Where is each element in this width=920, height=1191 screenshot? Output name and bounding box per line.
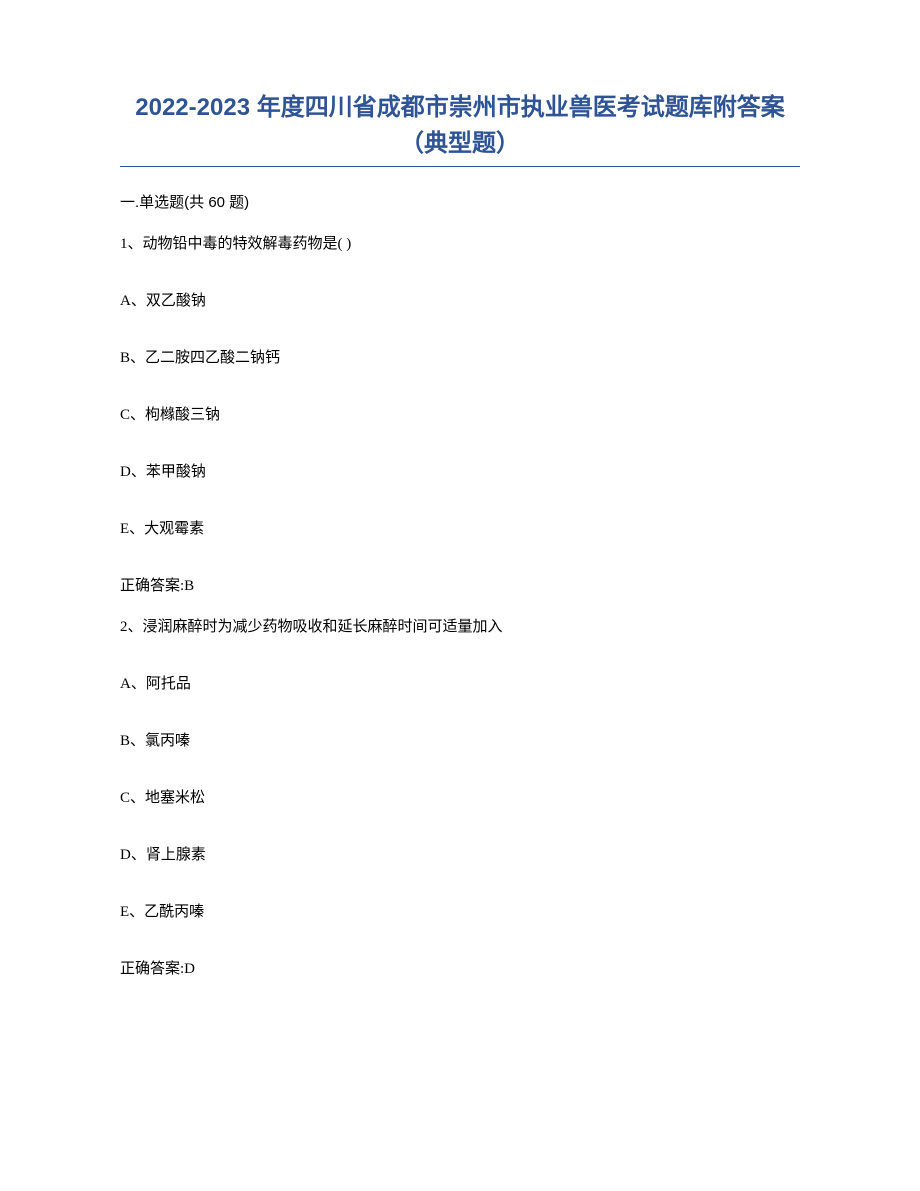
question-stem: 动物铅中毒的特效解毒药物是( ) (143, 236, 352, 252)
section-header: 一.单选题(共 60 题) (120, 191, 800, 212)
option-d: D、苯甲酸钠 (120, 460, 800, 481)
correct-answer: 正确答案:B (120, 574, 800, 595)
option-e: E、乙酰丙嗪 (120, 900, 800, 921)
option-b: B、乙二胺四乙酸二钠钙 (120, 346, 800, 367)
page-title: 2022-2023 年度四川省成都市崇州市执业兽医考试题库附答案（典型题） (120, 90, 800, 162)
option-a: A、阿托品 (120, 672, 800, 693)
question-number: 1、 (120, 236, 143, 252)
option-d: D、肾上腺素 (120, 843, 800, 864)
option-e: E、大观霉素 (120, 517, 800, 538)
title-divider (120, 166, 800, 167)
option-b: B、氯丙嗪 (120, 729, 800, 750)
question-block-1: 1、动物铅中毒的特效解毒药物是( ) A、双乙酸钠 B、乙二胺四乙酸二钠钙 C、… (120, 232, 800, 595)
question-text: 2、浸润麻醉时为减少药物吸收和延长麻醉时间可适量加入 (120, 615, 800, 636)
correct-answer: 正确答案:D (120, 957, 800, 978)
option-a: A、双乙酸钠 (120, 289, 800, 310)
question-text: 1、动物铅中毒的特效解毒药物是( ) (120, 232, 800, 253)
question-number: 2、 (120, 619, 143, 635)
option-c: C、地塞米松 (120, 786, 800, 807)
option-c: C、枸橼酸三钠 (120, 403, 800, 424)
question-stem: 浸润麻醉时为减少药物吸收和延长麻醉时间可适量加入 (143, 619, 503, 635)
question-block-2: 2、浸润麻醉时为减少药物吸收和延长麻醉时间可适量加入 A、阿托品 B、氯丙嗪 C… (120, 615, 800, 978)
